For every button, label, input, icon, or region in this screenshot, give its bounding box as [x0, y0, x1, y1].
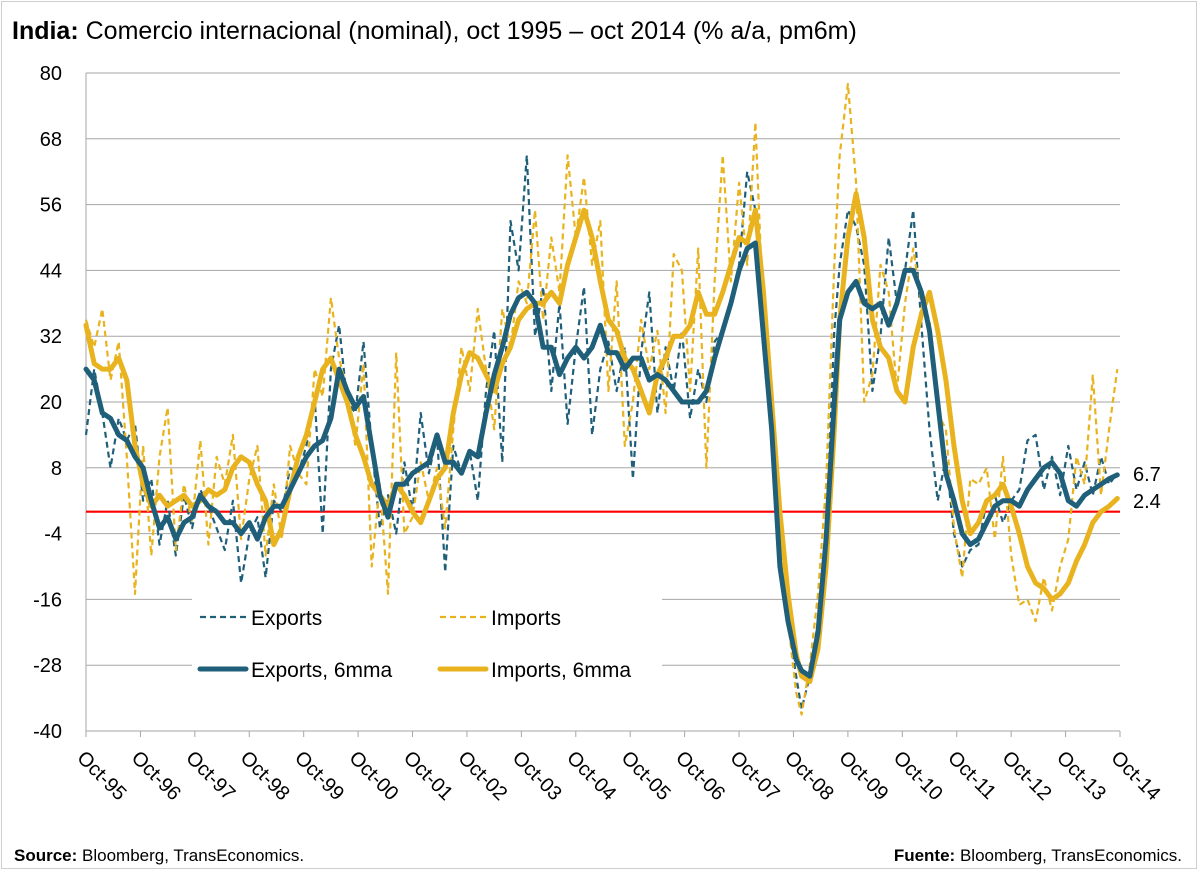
x-tick-label: Oct-98 — [236, 747, 294, 805]
x-tick-label: Oct-10 — [889, 747, 947, 805]
source-text: Bloomberg, TransEconomics. — [82, 846, 305, 865]
y-tick-label: -4 — [44, 524, 62, 546]
y-tick-label: 32 — [40, 326, 62, 348]
x-tick-label: Oct-04 — [562, 747, 620, 805]
x-tick-label: Oct-08 — [780, 747, 838, 805]
legend-background — [192, 598, 662, 690]
x-tick-label: Oct-09 — [834, 747, 892, 805]
x-tick-label: Oct-11 — [943, 747, 1000, 804]
y-axis: 80 68 56 44 32 20 8 -4 -16 -28 -40 — [33, 63, 87, 743]
fuente-label: Fuente: — [893, 846, 956, 865]
x-tick-label: Oct-07 — [726, 747, 784, 805]
x-tick-label: Oct-12 — [998, 747, 1056, 805]
x-tick-label: Oct-01 — [399, 747, 457, 805]
y-tick-label: -40 — [33, 721, 62, 743]
y-tick-label: 20 — [40, 392, 62, 414]
y-tick-label: -28 — [33, 655, 62, 677]
source-label: Source: — [14, 846, 78, 865]
y-tick-label: 80 — [40, 63, 62, 85]
series-line-exports — [84, 154, 1119, 711]
y-tick-label: 44 — [40, 260, 62, 282]
fuente-text: Bloomberg, TransEconomics. — [959, 846, 1182, 865]
x-tick-label: Oct-97 — [181, 747, 239, 805]
chart-title-bold: India: — [12, 17, 79, 45]
source-note-right: Fuente: Bloomberg, TransEconomics. — [894, 846, 1182, 866]
x-tick-label: Oct-03 — [508, 747, 566, 805]
series-lines — [83, 82, 1120, 716]
end-value-label: 2.4 — [1133, 491, 1161, 513]
x-tick-label: Oct-13 — [1052, 747, 1110, 805]
legend-entry: Exports, 6mma — [251, 659, 393, 682]
legend-entry: Imports, 6mma — [491, 659, 631, 682]
chart-title-rest: Comercio internacional (nominal), oct 19… — [85, 17, 857, 45]
legend-entry: Imports — [491, 607, 561, 630]
y-tick-label: 8 — [51, 458, 62, 480]
end-value-label: 6.7 — [1133, 464, 1161, 486]
source-note-left: Source: Bloomberg, TransEconomics. — [14, 846, 304, 866]
y-tick-label: -16 — [33, 589, 62, 611]
series-line-exports-6mma — [83, 240, 1120, 679]
series-line-imports-6mma — [83, 191, 1120, 685]
x-tick-label: Oct-00 — [345, 747, 403, 805]
legend: Exports Imports Exports, 6mma Imports, 6mma — [192, 598, 662, 690]
legend-entry: Exports — [251, 607, 322, 630]
x-tick-label: Oct-02 — [453, 747, 511, 805]
x-tick-label: Oct-14 — [1106, 747, 1164, 805]
y-tick-label: 56 — [40, 195, 62, 217]
x-tick-label: Oct-96 — [127, 747, 185, 805]
chart-title: India: Comercio internacional (nominal),… — [12, 17, 857, 46]
x-axis: Oct-95Oct-96Oct-97Oct-98Oct-99Oct-00Oct-… — [72, 730, 1164, 805]
x-tick-label: Oct-95 — [72, 747, 130, 805]
x-tick-label: Oct-06 — [671, 747, 729, 805]
end-labels: 6.72.4 — [1133, 464, 1161, 513]
x-tick-label: Oct-99 — [290, 747, 348, 805]
y-tick-label: 68 — [40, 129, 62, 151]
x-tick-label: Oct-05 — [617, 747, 675, 805]
